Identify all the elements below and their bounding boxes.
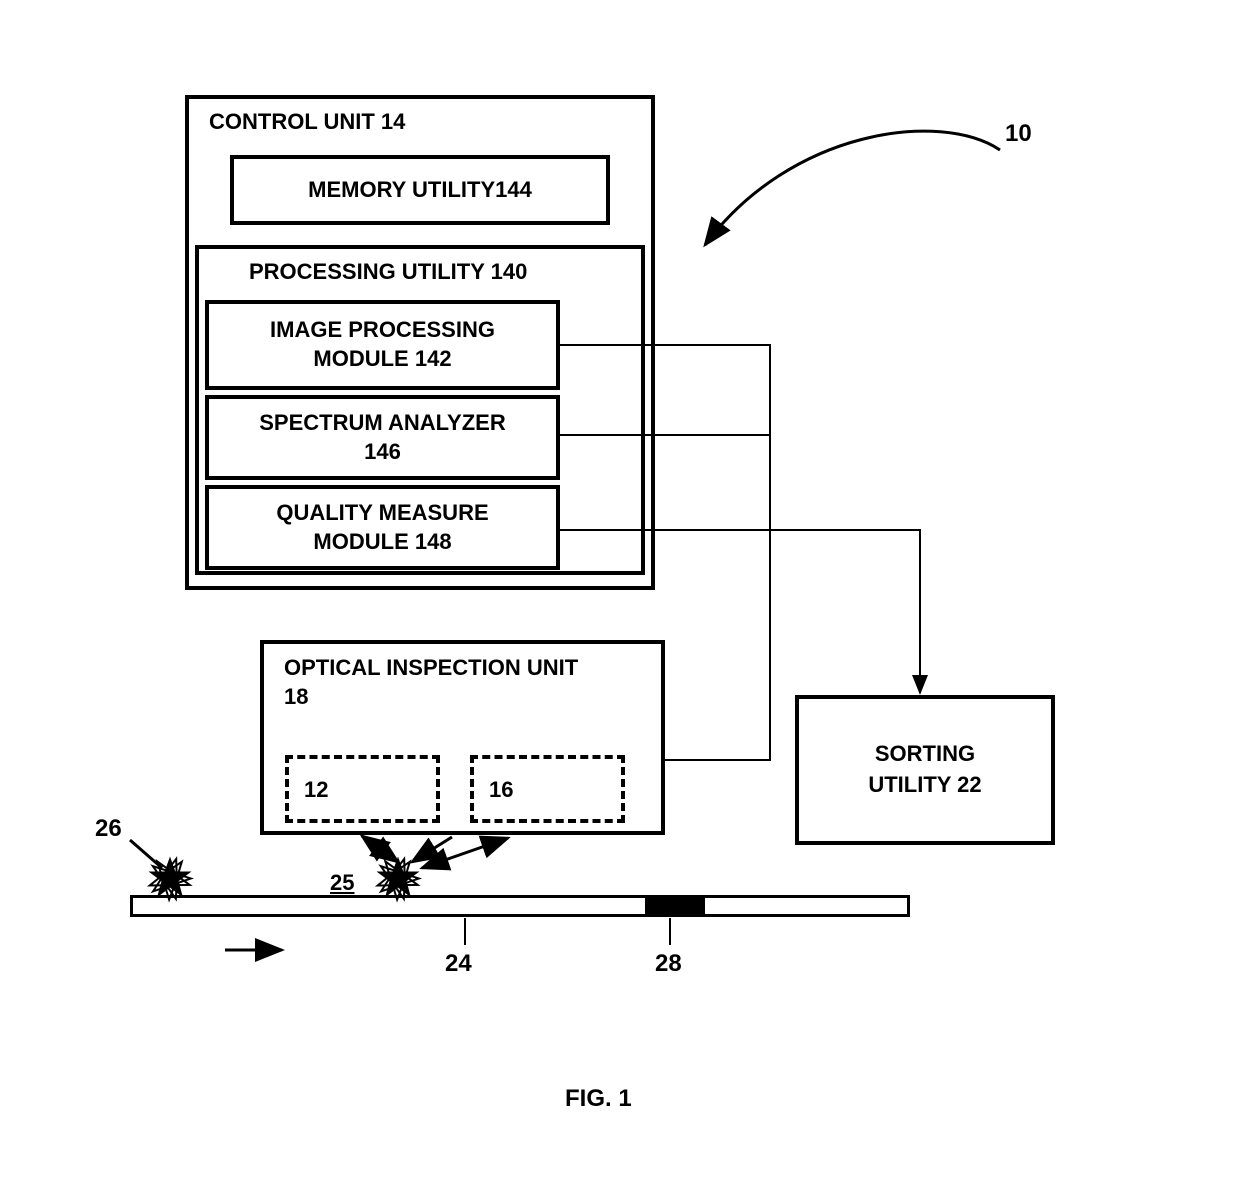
ref-10: 10 xyxy=(1005,120,1032,148)
conveyor-marker xyxy=(645,895,705,917)
quality-measure-box: QUALITY MEASUREMODULE 148 xyxy=(205,485,560,570)
sub12-label: 12 xyxy=(304,777,328,803)
image-processing-label: IMAGE PROCESSINGMODULE 142 xyxy=(270,316,495,373)
image-processing-box: IMAGE PROCESSINGMODULE 142 xyxy=(205,300,560,390)
figure-caption: FIG. 1 xyxy=(565,1085,632,1113)
optical-inspection-label: OPTICAL INSPECTION UNIT18 xyxy=(284,654,594,711)
ref-25: 25 xyxy=(330,870,354,896)
sorting-utility-box: SORTINGUTILITY 22 xyxy=(795,695,1055,845)
ref-24: 24 xyxy=(445,950,472,978)
sorting-utility-label: SORTINGUTILITY 22 xyxy=(848,739,1001,801)
ref-28: 28 xyxy=(655,950,682,978)
conveyor-belt xyxy=(130,895,910,917)
processing-utility-label: PROCESSING UTILITY 140 xyxy=(249,259,527,285)
spectrum-analyzer-box: SPECTRUM ANALYZER146 xyxy=(205,395,560,480)
control-unit-label: CONTROL UNIT 14 xyxy=(209,109,405,135)
memory-utility-box: MEMORY UTILITY144 xyxy=(230,155,610,225)
sub12-box: 12 xyxy=(285,755,440,823)
sub16-label: 16 xyxy=(489,777,513,803)
quality-measure-label: QUALITY MEASUREMODULE 148 xyxy=(276,499,488,556)
ref-26: 26 xyxy=(95,815,122,843)
spectrum-analyzer-label: SPECTRUM ANALYZER146 xyxy=(259,409,506,466)
memory-utility-label: MEMORY UTILITY144 xyxy=(308,177,532,203)
sub16-box: 16 xyxy=(470,755,625,823)
